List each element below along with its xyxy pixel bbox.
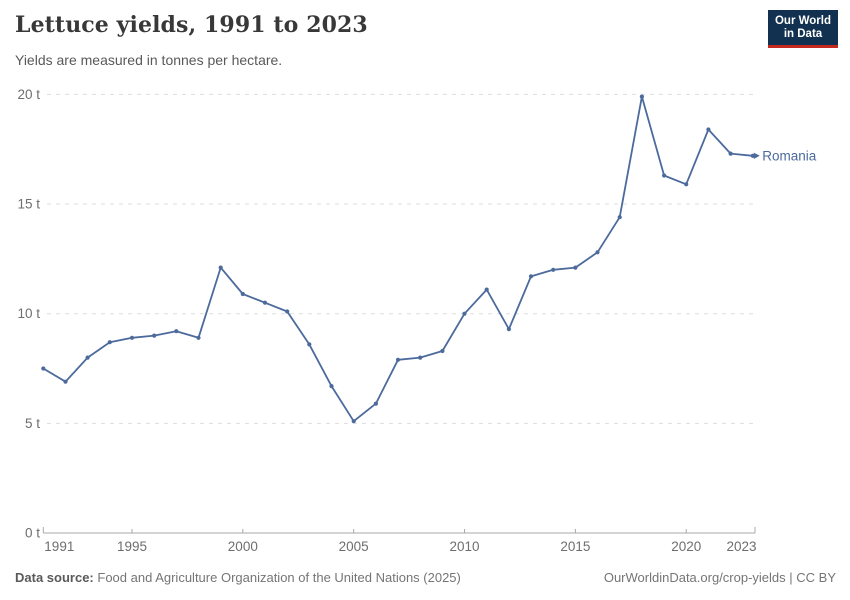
data-point-1992	[63, 379, 68, 384]
series-label-romania[interactable]: Romania	[762, 148, 817, 163]
x-tick-label-2005: 2005	[339, 539, 369, 554]
data-point-2010	[462, 311, 467, 316]
chart-subtitle: Yields are measured in tonnes per hectar…	[15, 52, 283, 68]
data-point-2009	[440, 348, 445, 354]
y-tick-label: 10 t	[17, 306, 40, 321]
y-tick-label: 0 t	[25, 526, 40, 541]
data-point-1994	[107, 340, 112, 345]
data-point-1993	[85, 355, 90, 360]
x-tick-label-1995: 1995	[117, 539, 147, 554]
data-point-2019	[662, 173, 667, 178]
logo-line2: in Data	[783, 27, 823, 40]
data-point-1998	[196, 335, 201, 340]
data-point-1999	[218, 265, 223, 270]
data-point-2012	[506, 327, 511, 332]
data-point-2021	[706, 127, 711, 132]
x-tick-label-1991: 1991	[44, 539, 74, 554]
data-point-2008	[418, 355, 423, 360]
series-end-arrow-icon	[753, 152, 760, 160]
data-point-2016	[595, 250, 600, 255]
data-point-2011	[484, 287, 489, 292]
y-tick-label: 20 t	[17, 87, 40, 102]
data-point-1997	[174, 329, 179, 334]
data-point-2013	[528, 274, 534, 279]
x-tick-label-2010: 2010	[450, 539, 480, 554]
data-point-2000	[240, 291, 245, 297]
data-source-label: Data source:	[15, 570, 94, 585]
data-point-2014	[551, 267, 556, 272]
data-point-1995	[129, 335, 135, 340]
data-point-2018	[639, 94, 645, 99]
data-point-2001	[262, 300, 268, 305]
data-point-2015	[573, 265, 578, 270]
x-tick-label-2020: 2020	[671, 539, 701, 554]
footer-citation-link[interactable]: OurWorldinData.org/crop-yields | CC BY	[603, 570, 836, 585]
chart-footer: Data source: Food and Agriculture Organi…	[15, 570, 836, 585]
data-point-2007	[395, 357, 401, 362]
data-point-2022	[728, 151, 733, 156]
x-tick-label-2023: 2023	[726, 539, 756, 554]
data-point-2003	[307, 342, 312, 347]
chart-title: Lettuce yields, 1991 to 2023	[15, 12, 368, 38]
data-point-2017	[617, 215, 622, 220]
logo-line1: Our World	[774, 14, 831, 27]
data-point-1996	[152, 333, 157, 338]
data-point-2005	[351, 419, 356, 424]
owid-logo[interactable]: Our World in Data	[768, 10, 838, 48]
y-tick-label: 15 t	[17, 197, 40, 212]
data-point-2020	[684, 182, 689, 187]
y-tick-label: 5 t	[25, 416, 40, 431]
data-point-2002	[285, 309, 290, 314]
data-point-2006	[373, 401, 378, 406]
x-tick-label-2000: 2000	[228, 539, 258, 554]
data-point-1991	[41, 366, 46, 371]
series-line-romania[interactable]	[42, 95, 754, 423]
data-source: Data source: Food and Agriculture Organi…	[15, 570, 461, 585]
x-tick-label-2015: 2015	[560, 539, 590, 554]
data-source-text: Food and Agriculture Organization of the…	[97, 570, 461, 585]
data-point-2004	[329, 384, 334, 389]
